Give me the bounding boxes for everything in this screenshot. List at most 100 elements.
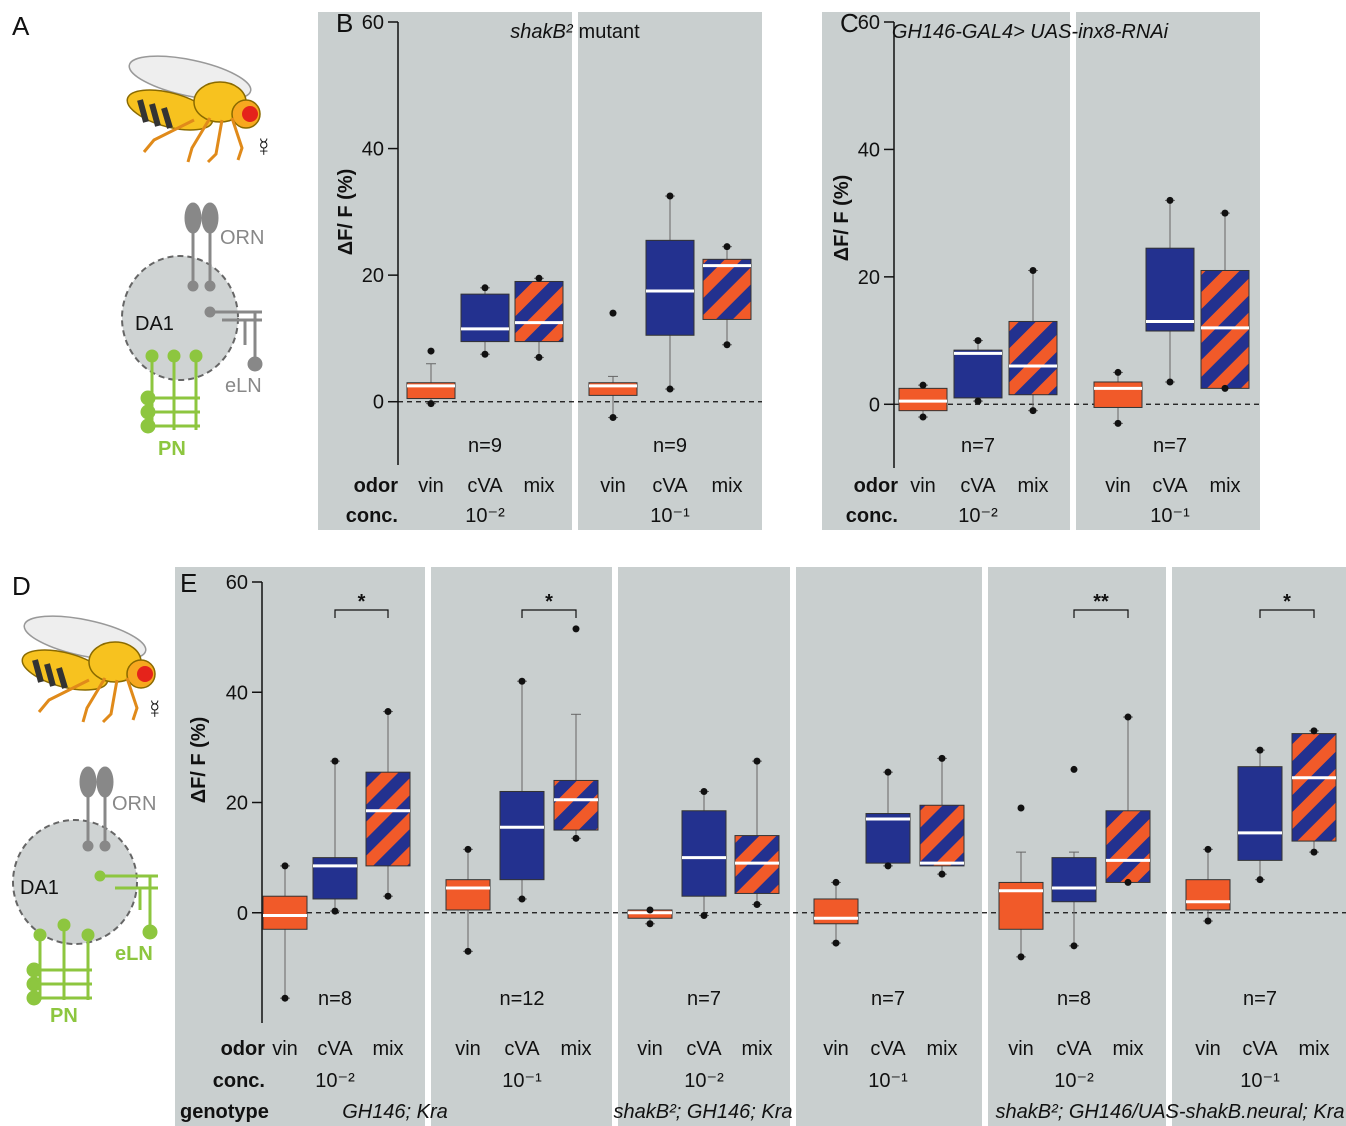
y-tick-label: 60 bbox=[226, 572, 248, 594]
point bbox=[724, 341, 731, 348]
point bbox=[1311, 727, 1318, 734]
conc-label: 10⁻¹ bbox=[868, 1070, 908, 1092]
da1-label: DA1 bbox=[135, 313, 174, 335]
point bbox=[332, 758, 339, 765]
point bbox=[482, 351, 489, 358]
group-separator bbox=[982, 567, 988, 1126]
box bbox=[954, 350, 1002, 398]
point bbox=[465, 948, 472, 955]
point bbox=[282, 862, 289, 869]
point bbox=[667, 193, 674, 200]
title-part: GH146-GAL4> UAS-inx8-RNAi bbox=[892, 21, 1169, 43]
box bbox=[920, 805, 964, 866]
odor-label: cVA bbox=[1152, 475, 1188, 497]
point bbox=[1125, 714, 1132, 721]
point bbox=[1311, 849, 1318, 856]
y-tick-label: 20 bbox=[858, 267, 880, 289]
y-tick-label: 40 bbox=[858, 139, 880, 161]
row-label: conc. bbox=[846, 505, 898, 527]
point bbox=[920, 414, 927, 421]
point bbox=[332, 908, 339, 915]
box bbox=[554, 780, 598, 830]
panel-letter: D bbox=[12, 571, 31, 601]
point bbox=[1167, 197, 1174, 204]
pn-label: PN bbox=[50, 1005, 78, 1027]
point bbox=[428, 348, 435, 355]
n-label: n=7 bbox=[1153, 435, 1187, 457]
title-part: mutant bbox=[579, 21, 641, 43]
point bbox=[1071, 766, 1078, 773]
point bbox=[1167, 378, 1174, 385]
row-label: odor bbox=[221, 1038, 266, 1060]
point bbox=[647, 920, 654, 927]
panel-title: GH146-GAL4> UAS-inx8-RNAi bbox=[892, 21, 1169, 43]
odor-label: mix bbox=[1298, 1038, 1329, 1060]
odor-label: cVA bbox=[1242, 1038, 1278, 1060]
box bbox=[366, 772, 410, 866]
y-tick-label: 60 bbox=[362, 12, 384, 34]
significance-label: * bbox=[545, 591, 553, 613]
point bbox=[754, 901, 761, 908]
box bbox=[313, 858, 357, 899]
point bbox=[282, 995, 289, 1002]
panel-a: A ☿ ORN DA1 eLN PN bbox=[12, 11, 274, 460]
point bbox=[482, 284, 489, 291]
point bbox=[920, 382, 927, 389]
y-tick-label: 40 bbox=[362, 139, 384, 161]
panel-letter: A bbox=[12, 11, 30, 41]
n-label: n=9 bbox=[653, 435, 687, 457]
odor-label: cVA bbox=[467, 475, 503, 497]
point bbox=[519, 678, 526, 685]
conc-label: 10⁻² bbox=[958, 505, 998, 527]
odor-label: mix bbox=[372, 1038, 403, 1060]
point bbox=[833, 879, 840, 886]
box bbox=[1146, 248, 1194, 331]
n-label: n=7 bbox=[961, 435, 995, 457]
n-label: n=12 bbox=[499, 988, 544, 1010]
genotype-label: shakB²; GH146/UAS-shakB.neural; Kra bbox=[995, 1101, 1344, 1123]
point bbox=[647, 906, 654, 913]
odor-label: mix bbox=[523, 475, 554, 497]
n-label: n=7 bbox=[871, 988, 905, 1010]
genotype-label: GH146; Kra bbox=[342, 1101, 448, 1123]
eln-label: eLN bbox=[225, 375, 262, 397]
box bbox=[461, 294, 509, 341]
y-tick-label: 60 bbox=[858, 12, 880, 34]
group-separator bbox=[1070, 12, 1076, 530]
y-tick-label: 0 bbox=[373, 392, 384, 414]
box bbox=[446, 880, 490, 910]
sex-symbol: ☿ bbox=[145, 694, 165, 724]
box bbox=[814, 899, 858, 924]
panel-d: D ☿ ORN DA1 eLN PN bbox=[12, 571, 165, 1027]
group-separator bbox=[425, 567, 431, 1126]
box bbox=[1094, 382, 1142, 407]
odor-label: mix bbox=[1017, 475, 1048, 497]
odor-label: cVA bbox=[504, 1038, 540, 1060]
odor-label: vin bbox=[455, 1038, 481, 1060]
point bbox=[701, 788, 708, 795]
odor-label: vin bbox=[1105, 475, 1131, 497]
point bbox=[1222, 385, 1229, 392]
orn-label: ORN bbox=[220, 227, 264, 249]
point bbox=[1030, 407, 1037, 414]
odor-label: vin bbox=[910, 475, 936, 497]
significance-label: * bbox=[358, 591, 366, 613]
row-label: odor bbox=[354, 475, 399, 497]
y-axis-label: ΔF/ F (%) bbox=[335, 169, 357, 256]
box bbox=[866, 814, 910, 864]
panel-letter: E bbox=[180, 568, 197, 598]
conc-label: 10⁻¹ bbox=[650, 505, 690, 527]
odor-label: vin bbox=[823, 1038, 849, 1060]
n-label: n=7 bbox=[687, 988, 721, 1010]
point bbox=[428, 400, 435, 407]
box bbox=[682, 811, 726, 896]
n-label: n=7 bbox=[1243, 988, 1277, 1010]
odor-label: mix bbox=[1209, 475, 1240, 497]
odor-label: vin bbox=[637, 1038, 663, 1060]
row-label: odor bbox=[854, 475, 899, 497]
point bbox=[1257, 876, 1264, 883]
point bbox=[975, 398, 982, 405]
odor-label: mix bbox=[560, 1038, 591, 1060]
point bbox=[573, 835, 580, 842]
